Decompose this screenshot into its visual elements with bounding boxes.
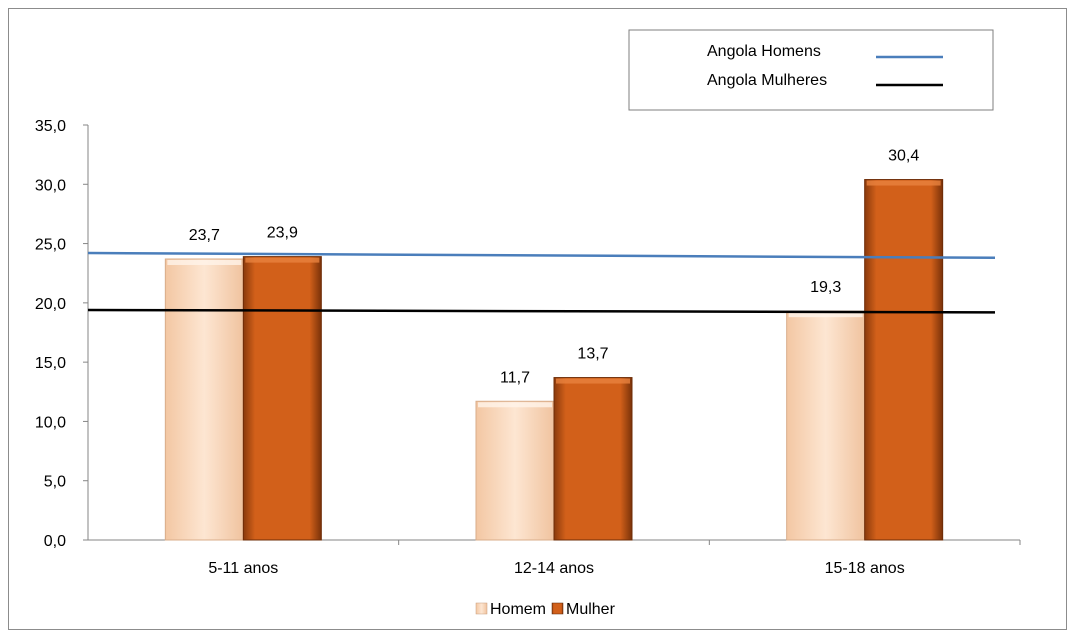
y-tick-label: 10,0 <box>35 414 66 431</box>
x-tick-label: 5-11 anos <box>208 560 278 577</box>
reference-lines <box>87 251 996 314</box>
bar-homem <box>475 400 555 541</box>
x-tick-label: 15-18 anos <box>825 560 905 577</box>
data-label: 11,7 <box>500 369 530 386</box>
x-tick-label: 12-14 anos <box>514 560 594 577</box>
data-label: 23,7 <box>189 227 220 244</box>
bar-bevel <box>556 378 630 384</box>
legend-angola-mulheres-label: Angola Mulheres <box>707 72 827 89</box>
reference-line <box>87 251 996 260</box>
legend-homem-label: Homem <box>490 601 546 618</box>
bar-group: 23,7 23,9 11,7 13,7 19,3 30,4 <box>164 148 944 541</box>
legend-angola-homens-label: Angola Homens <box>707 43 821 60</box>
series-legend: Homem Mulher <box>475 601 616 618</box>
bar-mulher <box>864 179 944 541</box>
data-label: 30,4 <box>888 148 919 165</box>
legend-mulher-swatch <box>551 602 564 615</box>
reference-line <box>87 308 996 314</box>
data-label: 19,3 <box>810 279 841 296</box>
legend-homem-swatch <box>475 602 488 615</box>
y-tick-label: 20,0 <box>35 296 66 313</box>
x-axis-ticks: 5-11 anos 12-14 anos 15-18 anos <box>208 540 1021 577</box>
bar-homem <box>786 310 866 541</box>
bar-bevel <box>788 312 863 318</box>
y-tick-label: 35,0 <box>35 118 66 135</box>
reference-legend: Angola Homens Angola Mulheres <box>628 29 994 111</box>
y-tick-label: 15,0 <box>35 355 66 372</box>
bar-mulher <box>242 256 322 541</box>
y-tick-label: 5,0 <box>44 474 66 491</box>
bar-bevel <box>245 257 320 263</box>
data-label: 23,9 <box>267 225 298 242</box>
y-tick-label: 25,0 <box>35 237 66 254</box>
y-tick-label: 30,0 <box>35 177 66 194</box>
bar-bevel <box>866 180 941 186</box>
data-label: 13,7 <box>577 346 608 363</box>
bar-bevel <box>167 259 242 265</box>
bar-homem <box>164 258 244 541</box>
y-tick-label: 0,0 <box>44 533 66 550</box>
bar-mulher <box>553 377 633 541</box>
bar-bevel <box>478 402 552 408</box>
y-axis-ticks: 0,0 5,0 10,0 15,0 20,0 25,0 30,0 35,0 <box>35 118 88 550</box>
legend-mulher-label: Mulher <box>566 601 616 618</box>
